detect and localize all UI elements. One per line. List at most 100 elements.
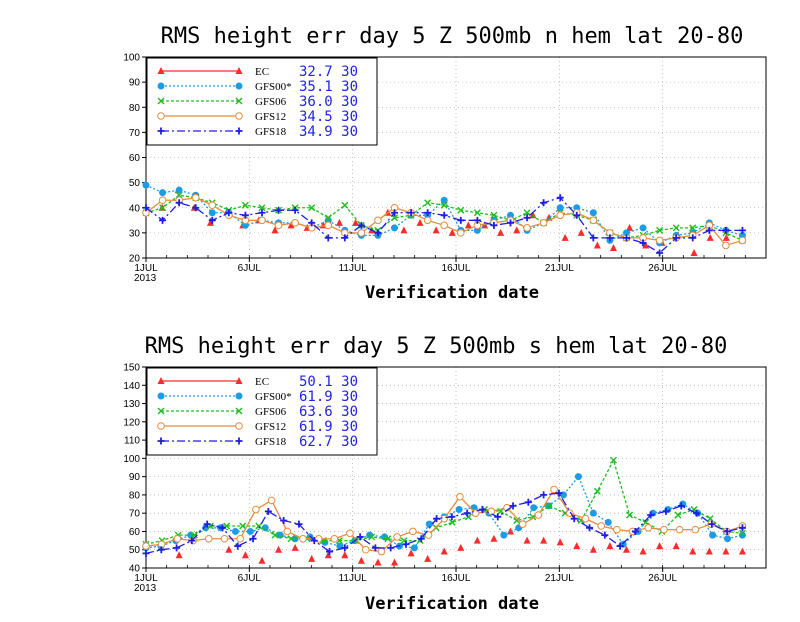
legend-marker bbox=[157, 127, 165, 135]
y-tick-label: 60 bbox=[129, 527, 141, 538]
data-point bbox=[377, 547, 386, 556]
data-point bbox=[374, 229, 382, 237]
data-point bbox=[374, 558, 382, 566]
data-point bbox=[556, 538, 564, 546]
data-point bbox=[455, 506, 463, 514]
series-line bbox=[145, 492, 743, 555]
data-point bbox=[261, 524, 269, 532]
data-point bbox=[606, 234, 614, 242]
data-point bbox=[274, 221, 283, 230]
data-point bbox=[287, 535, 295, 543]
data-point bbox=[258, 204, 266, 212]
data-point bbox=[308, 219, 316, 227]
legend-series-value: 61.9 30 bbox=[299, 419, 358, 435]
data-point bbox=[589, 509, 597, 517]
data-point bbox=[556, 194, 564, 202]
data-point bbox=[545, 502, 553, 510]
legend-series-value: 50.1 30 bbox=[299, 374, 358, 390]
data-point bbox=[513, 516, 521, 524]
data-point bbox=[188, 537, 196, 545]
data-point bbox=[416, 218, 424, 226]
chart-2-legend: EC 50.1 30 GFS00* 61.9 30 GFS06 63.6 30 GFS12 6… bbox=[146, 367, 378, 456]
data-point bbox=[310, 537, 318, 545]
legend-marker bbox=[235, 422, 243, 430]
data-point bbox=[271, 531, 279, 539]
data-point bbox=[456, 229, 465, 237]
y-tick-label: 90 bbox=[129, 472, 141, 483]
data-point bbox=[264, 507, 272, 515]
chart-1-legend: EC 32.7 30 GFS00* 35.1 30 GFS06 36.0 30 GFS12 3… bbox=[146, 57, 378, 146]
data-point bbox=[387, 544, 395, 552]
data-point bbox=[626, 511, 634, 519]
data-point bbox=[175, 551, 183, 559]
y-tick-label: 20 bbox=[129, 254, 141, 265]
data-point bbox=[225, 209, 233, 217]
data-point bbox=[473, 216, 481, 224]
data-point bbox=[463, 509, 471, 517]
data-point bbox=[159, 189, 167, 197]
data-point bbox=[407, 549, 415, 557]
y-tick-label: 30 bbox=[129, 228, 141, 239]
data-point bbox=[556, 204, 564, 212]
data-point bbox=[573, 211, 581, 219]
y-tick-label: 100 bbox=[123, 53, 140, 64]
data-point bbox=[457, 543, 465, 551]
x-tick-label: 11JUL bbox=[339, 573, 368, 584]
data-point bbox=[456, 492, 464, 501]
legend-series-name: GFS00* bbox=[255, 81, 292, 93]
y-tick-label: 40 bbox=[129, 564, 141, 575]
data-point bbox=[709, 531, 717, 539]
data-point bbox=[440, 211, 448, 219]
data-point bbox=[192, 204, 200, 212]
data-point bbox=[738, 226, 746, 234]
data-point bbox=[674, 511, 682, 519]
data-point bbox=[308, 554, 316, 562]
series-gfs18 bbox=[142, 489, 746, 557]
data-point bbox=[173, 534, 182, 543]
data-point bbox=[529, 211, 537, 219]
data-point bbox=[142, 542, 150, 550]
data-point bbox=[601, 531, 609, 539]
data-point bbox=[644, 524, 653, 532]
data-point bbox=[561, 233, 569, 241]
data-point bbox=[708, 520, 716, 528]
data-point bbox=[208, 216, 216, 224]
data-point bbox=[722, 547, 730, 555]
legend-series-name: GFS18 bbox=[255, 126, 287, 138]
y-tick-label: 70 bbox=[129, 128, 141, 139]
x-tick-label: 16JUL bbox=[442, 573, 471, 584]
data-point bbox=[191, 193, 200, 202]
data-point bbox=[689, 234, 697, 242]
data-point bbox=[409, 527, 417, 536]
y-tick-label: 70 bbox=[129, 509, 141, 520]
data-point bbox=[407, 209, 415, 217]
data-point bbox=[324, 214, 332, 222]
data-point bbox=[478, 506, 486, 514]
data-point bbox=[346, 529, 354, 538]
y-tick-label: 40 bbox=[129, 203, 141, 214]
legend-marker bbox=[235, 112, 243, 120]
data-point bbox=[241, 551, 249, 559]
data-point bbox=[457, 206, 465, 214]
data-point bbox=[457, 216, 465, 224]
data-point bbox=[604, 518, 612, 526]
data-point bbox=[206, 218, 214, 226]
data-point bbox=[639, 239, 647, 247]
data-point bbox=[324, 551, 332, 559]
data-point bbox=[722, 241, 730, 250]
data-point bbox=[597, 522, 605, 530]
x-tick-label: 1JUL bbox=[134, 263, 158, 274]
data-point bbox=[722, 233, 730, 241]
legend-series-value: 63.6 30 bbox=[299, 404, 358, 420]
data-point bbox=[672, 234, 680, 242]
data-point bbox=[642, 241, 650, 249]
data-point bbox=[341, 551, 349, 559]
data-point bbox=[234, 542, 242, 550]
data-point bbox=[326, 548, 334, 556]
data-point bbox=[423, 216, 432, 225]
data-point bbox=[448, 228, 456, 236]
data-point bbox=[473, 209, 481, 217]
data-point bbox=[448, 518, 456, 526]
data-point bbox=[159, 216, 167, 224]
